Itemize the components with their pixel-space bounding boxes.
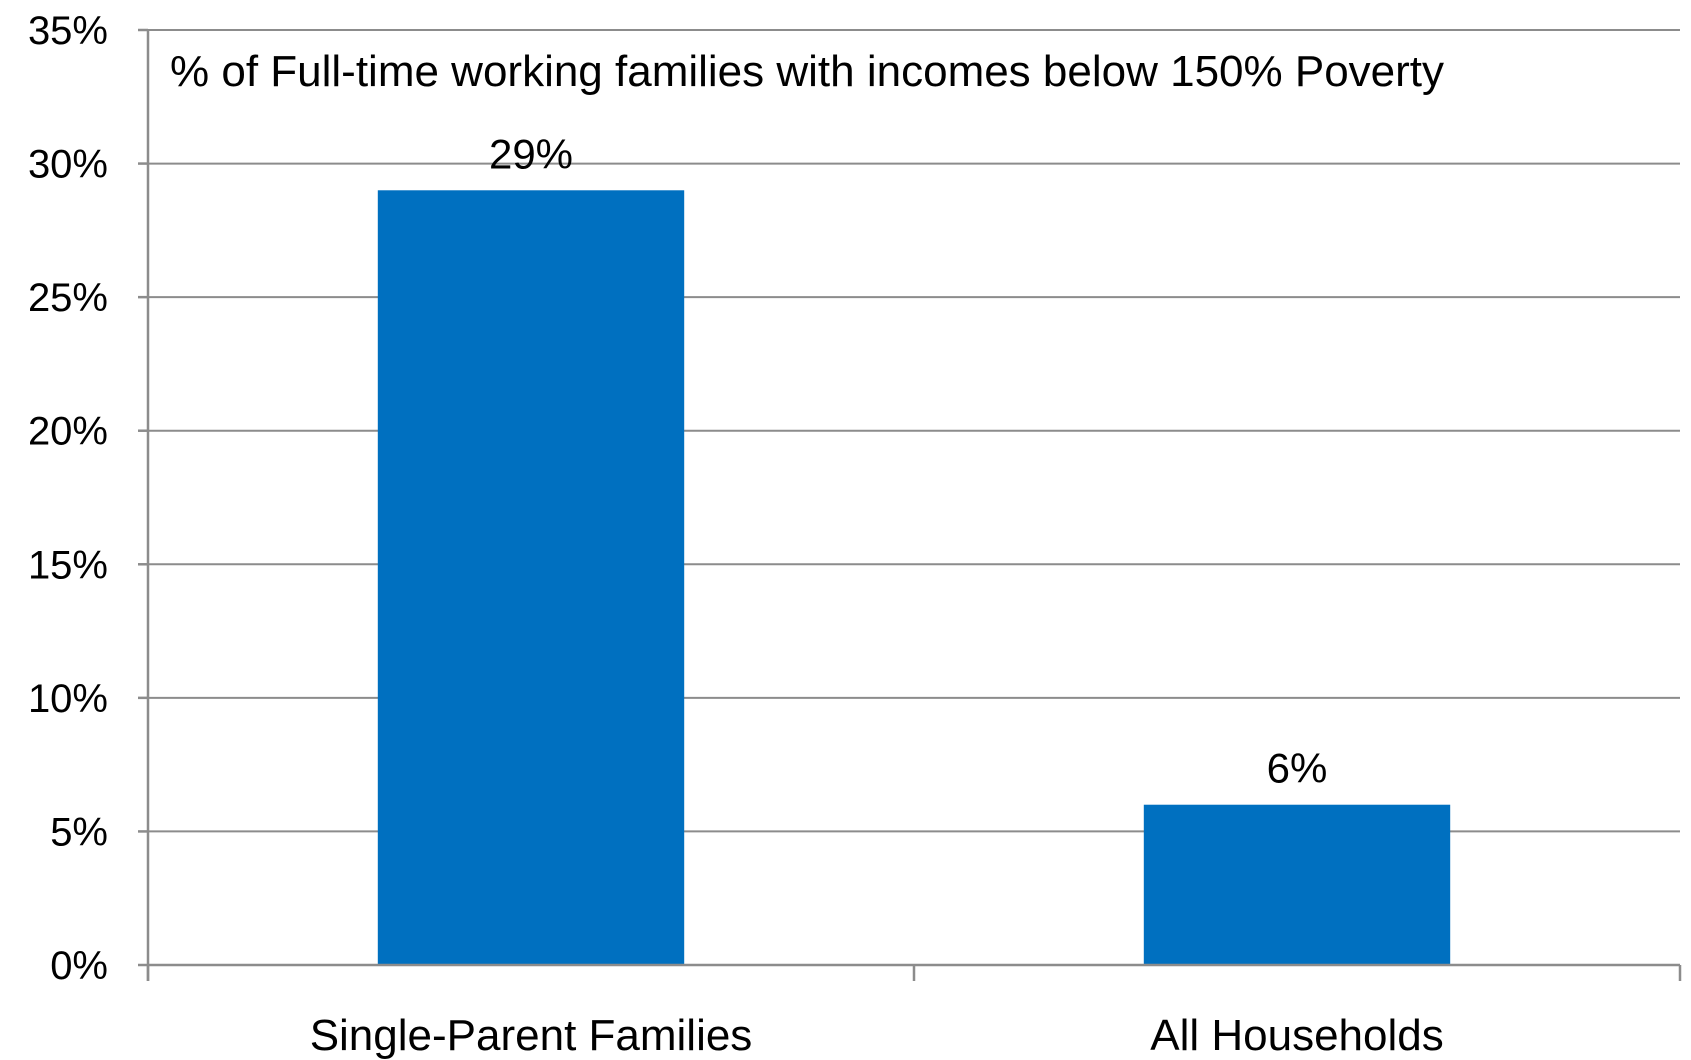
y-tick-label: 0% (50, 944, 108, 988)
bars (377, 190, 1451, 966)
y-tick-label: 15% (28, 543, 108, 587)
x-tick-labels: Single-Parent Families All Households (310, 1011, 1444, 1060)
y-tick-label: 25% (28, 276, 108, 320)
data-label: 6% (1267, 745, 1328, 792)
bar (377, 190, 685, 966)
y-tick-labels: 0% 5% 10% 15% 20% 25% 30% 35% (28, 9, 108, 988)
data-labels: 29% 6% (489, 130, 1327, 791)
x-tick-label: All Households (1150, 1011, 1444, 1060)
y-tick-label: 35% (28, 9, 108, 53)
y-tick-label: 5% (50, 810, 108, 854)
x-tick-label: Single-Parent Families (310, 1011, 753, 1060)
chart-title: % of Full-time working families with inc… (170, 47, 1444, 96)
y-tick-label: 10% (28, 677, 108, 721)
axes (138, 28, 1682, 981)
data-label: 29% (489, 130, 573, 177)
y-tick-label: 30% (28, 143, 108, 187)
bar (1143, 804, 1451, 965)
y-tick-label: 20% (28, 410, 108, 454)
